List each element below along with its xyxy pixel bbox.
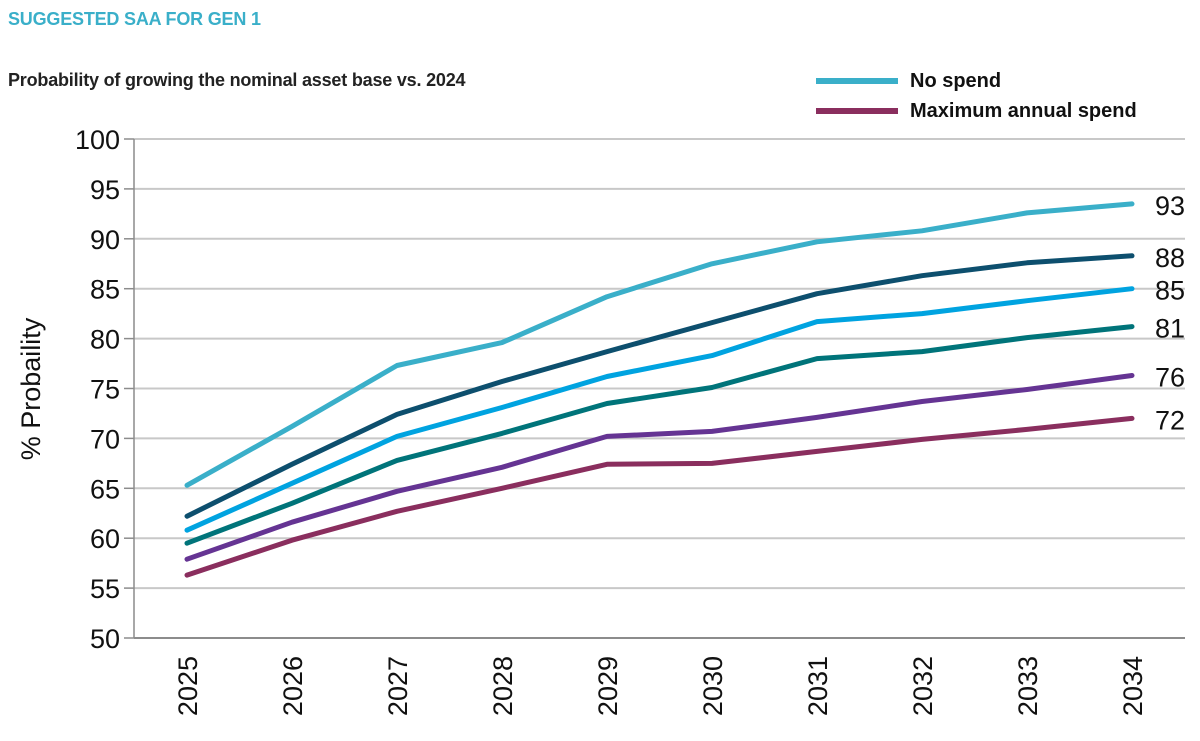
section-kicker: SUGGESTED SAA FOR GEN 1 <box>8 9 261 29</box>
x-tick-label: 2031 <box>803 656 833 716</box>
y-tick-label: 50 <box>90 624 120 654</box>
y-tick-label: 100 <box>75 125 120 155</box>
series-line <box>184 286 1135 533</box>
end-value-label: 93 <box>1155 191 1185 221</box>
legend-item-max-spend: Maximum annual spend <box>816 96 1137 126</box>
series-line <box>184 373 1135 562</box>
x-tick-label: 2025 <box>173 656 203 716</box>
series-line <box>184 201 1135 488</box>
x-tick-label: 2032 <box>908 656 938 716</box>
series-line <box>184 253 1135 519</box>
end-value-label: 85 <box>1155 276 1185 306</box>
chart-subtitle: Probability of growing the nominal asset… <box>8 70 466 90</box>
y-tick-label: 75 <box>90 375 120 405</box>
y-tick-label: 70 <box>90 424 120 454</box>
x-tick-label: 2033 <box>1013 656 1043 716</box>
x-axis-ticks: 2025 2026 2027 2028 2029 2030 2031 2032 2033 2034 <box>173 656 1148 716</box>
y-tick-label: 95 <box>90 175 120 205</box>
x-tick-label: 2034 <box>1118 656 1148 716</box>
y-axis-ticks: 50 55 60 65 70 75 80 85 90 95 100 <box>75 125 134 654</box>
y-tick-label: 60 <box>90 524 120 554</box>
y-tick-label: 65 <box>90 474 120 504</box>
end-value-label: 72 <box>1155 405 1185 435</box>
end-value-label: 88 <box>1155 243 1185 273</box>
series-lines <box>184 201 1135 578</box>
legend-item-no-spend: No spend <box>816 66 1137 96</box>
x-tick-label: 2029 <box>593 656 623 716</box>
legend-swatch-max-spend <box>816 108 898 114</box>
y-tick-label: 80 <box>90 325 120 355</box>
series-line <box>184 415 1135 578</box>
x-tick-label: 2026 <box>278 656 308 716</box>
end-value-label: 81 <box>1155 314 1185 344</box>
x-tick-label: 2030 <box>698 656 728 716</box>
end-value-label: 76 <box>1155 363 1185 393</box>
x-tick-label: 2028 <box>488 656 518 716</box>
x-tick-label: 2027 <box>383 656 413 716</box>
y-tick-label: 55 <box>90 574 120 604</box>
legend-label: No spend <box>910 69 1002 92</box>
legend-label: Maximum annual spend <box>910 99 1137 122</box>
y-tick-label: 90 <box>90 225 120 255</box>
series-line <box>184 324 1135 546</box>
y-axis-title: % Probaility <box>16 317 46 460</box>
chart-legend: No spend Maximum annual spend <box>816 66 1137 126</box>
legend-swatch-no-spend <box>816 78 898 84</box>
y-tick-label: 85 <box>90 275 120 305</box>
